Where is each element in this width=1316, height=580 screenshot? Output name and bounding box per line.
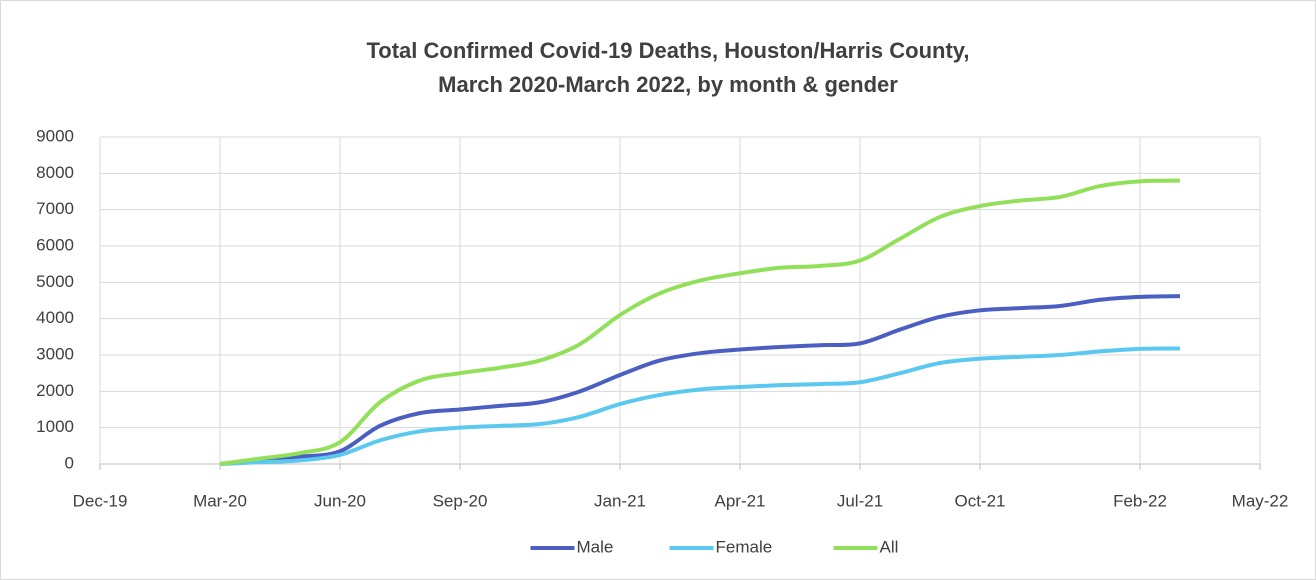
line bbox=[219, 178, 1181, 466]
x-tick-label: Apr-21 bbox=[714, 491, 765, 510]
y-tick-label: 9000 bbox=[36, 126, 74, 145]
x-tick-label: Oct-21 bbox=[954, 491, 1005, 510]
x-tick-label: May-22 bbox=[1232, 491, 1289, 510]
y-tick-label: 6000 bbox=[36, 235, 74, 254]
x-tick-label: Mar-20 bbox=[193, 491, 247, 510]
y-tick-label: 4000 bbox=[36, 308, 74, 327]
x-tick-label: Feb-22 bbox=[1113, 491, 1167, 510]
y-tick-label: 7000 bbox=[36, 199, 74, 218]
x-tick-label: Sep-20 bbox=[433, 491, 488, 510]
line bbox=[219, 294, 1181, 466]
y-tick-label: 5000 bbox=[36, 272, 74, 291]
legend-label: Female bbox=[716, 537, 773, 556]
chart-title: Total Confirmed Covid-19 Deaths, Houston… bbox=[366, 38, 969, 63]
legend-label: All bbox=[880, 537, 899, 556]
x-tick-label: Jun-20 bbox=[314, 491, 366, 510]
y-tick-label: 0 bbox=[65, 453, 74, 472]
y-tick-label: 2000 bbox=[36, 381, 74, 400]
line bbox=[219, 346, 1181, 466]
x-tick-label: Jul-21 bbox=[837, 491, 883, 510]
legend-label: Male bbox=[577, 537, 614, 556]
chart-title: March 2020-March 2022, by month & gender bbox=[438, 72, 898, 97]
x-tick-label: Jan-21 bbox=[594, 491, 646, 510]
y-tick-label: 1000 bbox=[36, 417, 74, 436]
y-tick-label: 8000 bbox=[36, 163, 74, 182]
x-tick-label: Dec-19 bbox=[73, 491, 128, 510]
y-tick-label: 3000 bbox=[36, 344, 74, 363]
